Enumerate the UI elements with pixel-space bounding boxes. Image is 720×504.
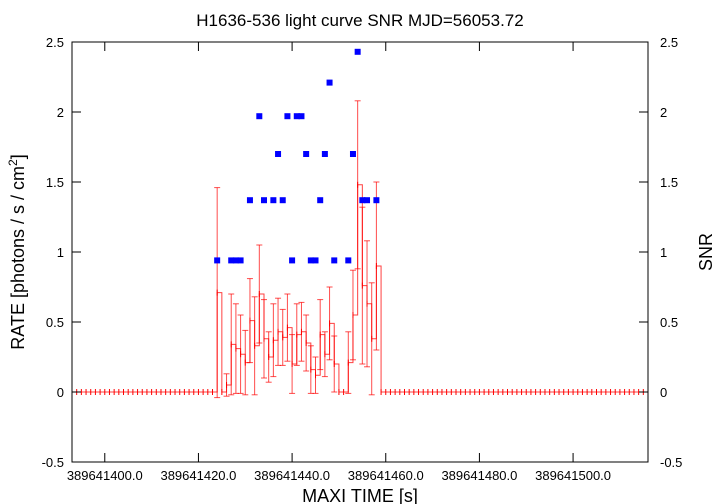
y2-tick-label: 2	[660, 105, 667, 120]
y2-tick-label: 1.5	[660, 175, 678, 190]
y-tick-label: 0.5	[46, 315, 64, 330]
snr-point	[307, 257, 314, 264]
y-tick-label: 2	[57, 105, 64, 120]
snr-point	[237, 257, 244, 264]
y-tick-label: 1	[57, 245, 64, 260]
snr-point	[354, 48, 361, 55]
x-axis-title: MAXI TIME [s]	[302, 486, 418, 504]
snr-point	[214, 257, 221, 264]
snr-point	[270, 197, 277, 204]
snr-point	[232, 257, 239, 264]
snr-point	[331, 257, 338, 264]
y-tick-label: -0.5	[42, 455, 64, 470]
snr-point	[317, 197, 324, 204]
chart-title: H1636-536 light curve SNR MJD=56053.72	[196, 11, 523, 30]
snr-point	[326, 79, 333, 86]
x-tick-label: 389641420.0	[160, 468, 236, 483]
snr-point	[345, 257, 352, 264]
y-axis-title-main: RATE [photons / s / cm	[8, 166, 28, 350]
y-tick-label: 1.5	[46, 175, 64, 190]
snr-point	[246, 197, 253, 204]
snr-point	[261, 197, 267, 204]
snr-point	[349, 151, 356, 157]
snr-point	[364, 197, 371, 204]
snr-point	[279, 197, 286, 204]
snr-point	[293, 113, 300, 120]
snr-point	[359, 197, 366, 204]
y2-tick-label: 1	[660, 245, 667, 260]
y2-tick-label: 2.5	[660, 35, 678, 50]
x-tick-label: 389641460.0	[348, 468, 424, 483]
y-axis-title: RATE [photons / s / cm2]	[6, 154, 28, 349]
y2-tick-label: 0.5	[660, 315, 678, 330]
y2-tick-label: -0.5	[660, 455, 682, 470]
y2-axis-title: SNR	[696, 233, 716, 271]
snr-point	[321, 151, 328, 157]
snr-point	[256, 113, 263, 120]
chart-axes: 389641400.0 389641420.0 389641440.0 3896414…	[42, 35, 683, 483]
y-axis-title-end: ]	[8, 154, 28, 159]
snr-point	[284, 113, 291, 120]
snr-point	[312, 257, 319, 264]
x-tick-label: 389641440.0	[254, 468, 330, 483]
y-tick-label: 2.5	[46, 35, 64, 50]
snr-point	[289, 257, 296, 264]
x-tick-label: 389641400.0	[67, 468, 143, 483]
snr-point	[373, 197, 380, 204]
x-tick-label: 389641500.0	[535, 468, 611, 483]
chart-marks	[71, 48, 649, 399]
snr-point	[298, 113, 305, 120]
snr-point	[275, 151, 282, 157]
y2-tick-label: 0	[660, 385, 667, 400]
x-tick-label: 389641480.0	[441, 468, 517, 483]
y-tick-label: 0	[57, 385, 64, 400]
y-axis-title-sup: 2	[6, 159, 20, 166]
snr-point	[303, 151, 310, 157]
snr-point	[228, 257, 235, 264]
